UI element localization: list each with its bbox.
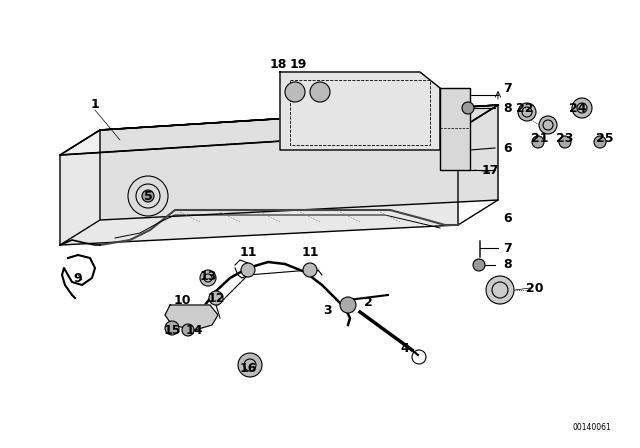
Text: 22: 22 [516,102,534,115]
Circle shape [128,176,168,216]
Text: 15: 15 [163,323,180,336]
Text: 1: 1 [91,99,99,112]
Circle shape [310,82,330,102]
Text: 2: 2 [364,296,372,309]
Text: 9: 9 [74,271,83,284]
Text: 6: 6 [504,211,512,224]
Polygon shape [440,88,470,170]
Circle shape [559,136,571,148]
Text: 24: 24 [569,102,587,115]
Text: 17: 17 [481,164,499,177]
Circle shape [539,116,557,134]
Text: 19: 19 [289,59,307,72]
Circle shape [532,136,544,148]
Circle shape [340,297,356,313]
Circle shape [518,103,536,121]
Text: 8: 8 [504,258,512,271]
Polygon shape [280,72,440,150]
Circle shape [165,321,179,335]
Text: 7: 7 [504,241,513,254]
Text: 00140061: 00140061 [573,423,611,432]
Text: 5: 5 [143,190,152,202]
Text: 18: 18 [269,59,287,72]
Circle shape [182,324,194,336]
Text: 21: 21 [531,132,548,145]
Polygon shape [60,105,498,155]
Text: 16: 16 [239,362,257,375]
Circle shape [142,190,154,202]
Polygon shape [60,130,458,245]
Text: 7: 7 [504,82,513,95]
Circle shape [241,263,255,277]
Text: 8: 8 [504,102,512,115]
Polygon shape [100,105,498,130]
Circle shape [462,102,474,114]
Circle shape [473,259,485,271]
Text: 25: 25 [596,132,614,145]
Text: 6: 6 [504,142,512,155]
Text: 23: 23 [556,132,573,145]
Circle shape [572,98,592,118]
Circle shape [486,276,514,304]
Circle shape [303,263,317,277]
Text: 13: 13 [199,270,217,283]
Circle shape [594,136,606,148]
Text: 4: 4 [401,341,410,354]
Text: 14: 14 [185,323,203,336]
Text: 12: 12 [207,292,225,305]
Text: 11: 11 [301,246,319,258]
Polygon shape [165,305,218,330]
Polygon shape [100,105,498,220]
Text: 3: 3 [324,303,332,316]
Circle shape [285,82,305,102]
Circle shape [238,353,262,377]
Text: 10: 10 [173,293,191,306]
Circle shape [200,270,216,286]
Text: 20: 20 [526,281,544,294]
Circle shape [209,291,223,305]
Text: 11: 11 [239,246,257,258]
